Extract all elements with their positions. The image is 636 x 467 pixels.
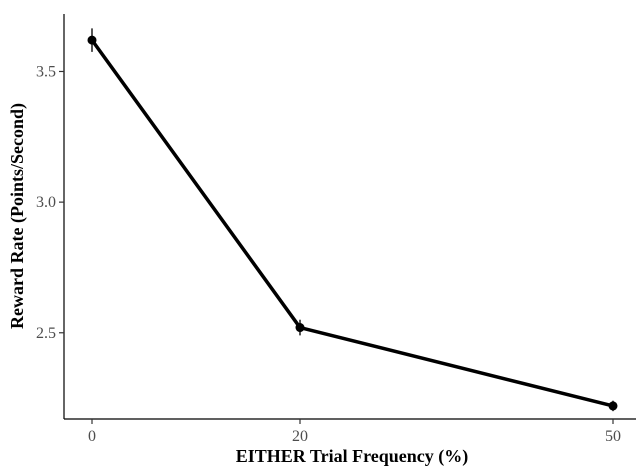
y-ticks: 2.5 3.0 3.5	[36, 63, 64, 342]
y-tick-label: 3.0	[36, 194, 56, 211]
series-line	[90, 39, 614, 408]
x-tick-label: 50	[605, 428, 621, 445]
axes	[63, 14, 636, 420]
data-point	[87, 35, 97, 45]
x-tick-label: 20	[292, 428, 308, 445]
y-axis-title: Reward Rate (Points/Second)	[7, 103, 28, 329]
series	[87, 28, 618, 412]
x-tick-label: 0	[88, 428, 96, 445]
y-tick-label: 2.5	[36, 325, 56, 342]
data-point	[295, 323, 305, 333]
y-tick-label: 3.5	[36, 63, 56, 80]
data-point	[608, 401, 618, 411]
x-ticks: 0 20 50	[88, 419, 621, 445]
x-axis-title: EITHER Trial Frequency (%)	[236, 446, 469, 467]
